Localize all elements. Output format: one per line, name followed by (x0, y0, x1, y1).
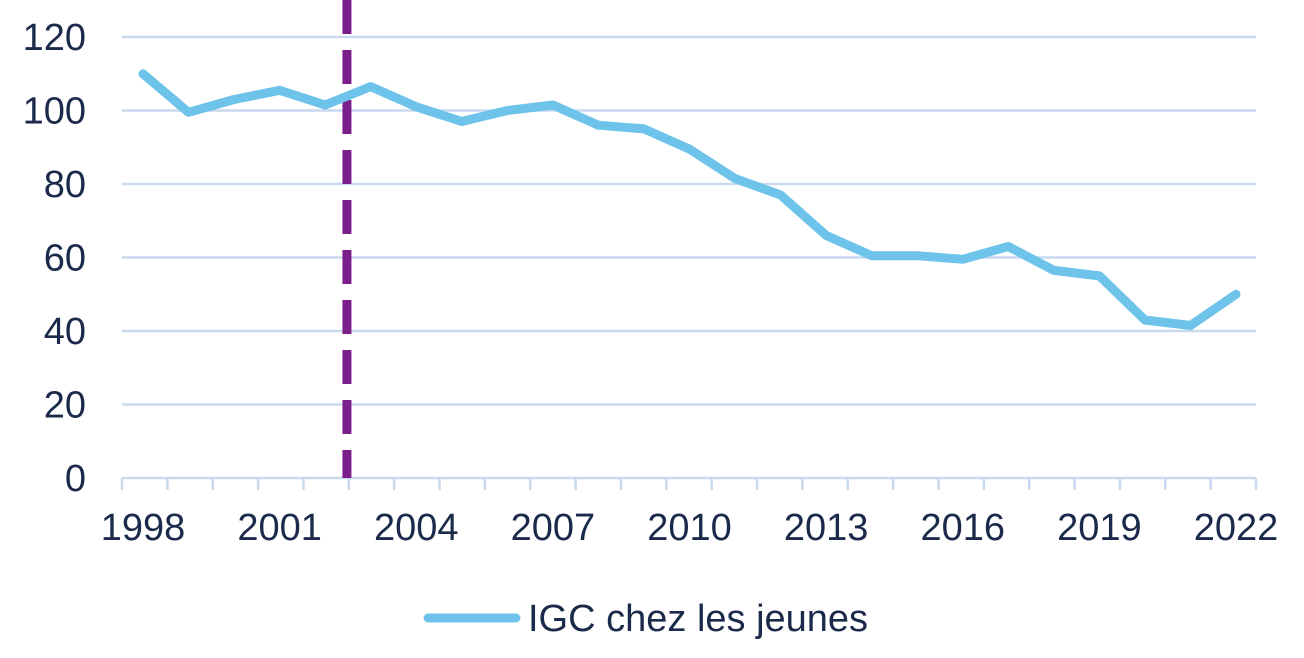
x-tick-label: 1998 (101, 507, 186, 549)
y-tick-label: 100 (23, 91, 86, 133)
y-tick-label: 40 (44, 311, 86, 353)
x-tick-labels: 1998 2001 2004 2007 2010 2013 2016 2019 2022 (101, 507, 1279, 549)
y-tick-label: 0 (65, 458, 86, 500)
x-tick-label: 2016 (920, 507, 1005, 549)
y-tick-labels: 0 20 40 60 80 100 120 (23, 17, 86, 500)
legend-label: IGC chez les jeunes (528, 598, 868, 640)
x-tick-label: 2007 (511, 507, 596, 549)
series-line (138, 69, 1241, 330)
y-tick-label: 80 (44, 164, 86, 206)
x-tick-label: 2004 (374, 507, 459, 549)
x-axis (120, 476, 1258, 490)
x-tick-label: 2013 (784, 507, 869, 549)
y-tick-label: 20 (44, 385, 86, 427)
series-group (138, 69, 1241, 330)
x-tick-label: 2010 (647, 507, 732, 549)
legend: IGC chez les jeunes (423, 598, 868, 640)
x-tick-label: 2019 (1057, 507, 1142, 549)
gridlines (122, 35, 1256, 406)
x-tick-label: 2001 (237, 507, 322, 549)
x-tick-label: 2022 (1194, 507, 1279, 549)
y-tick-label: 60 (44, 238, 86, 280)
y-tick-label: 120 (23, 17, 86, 59)
